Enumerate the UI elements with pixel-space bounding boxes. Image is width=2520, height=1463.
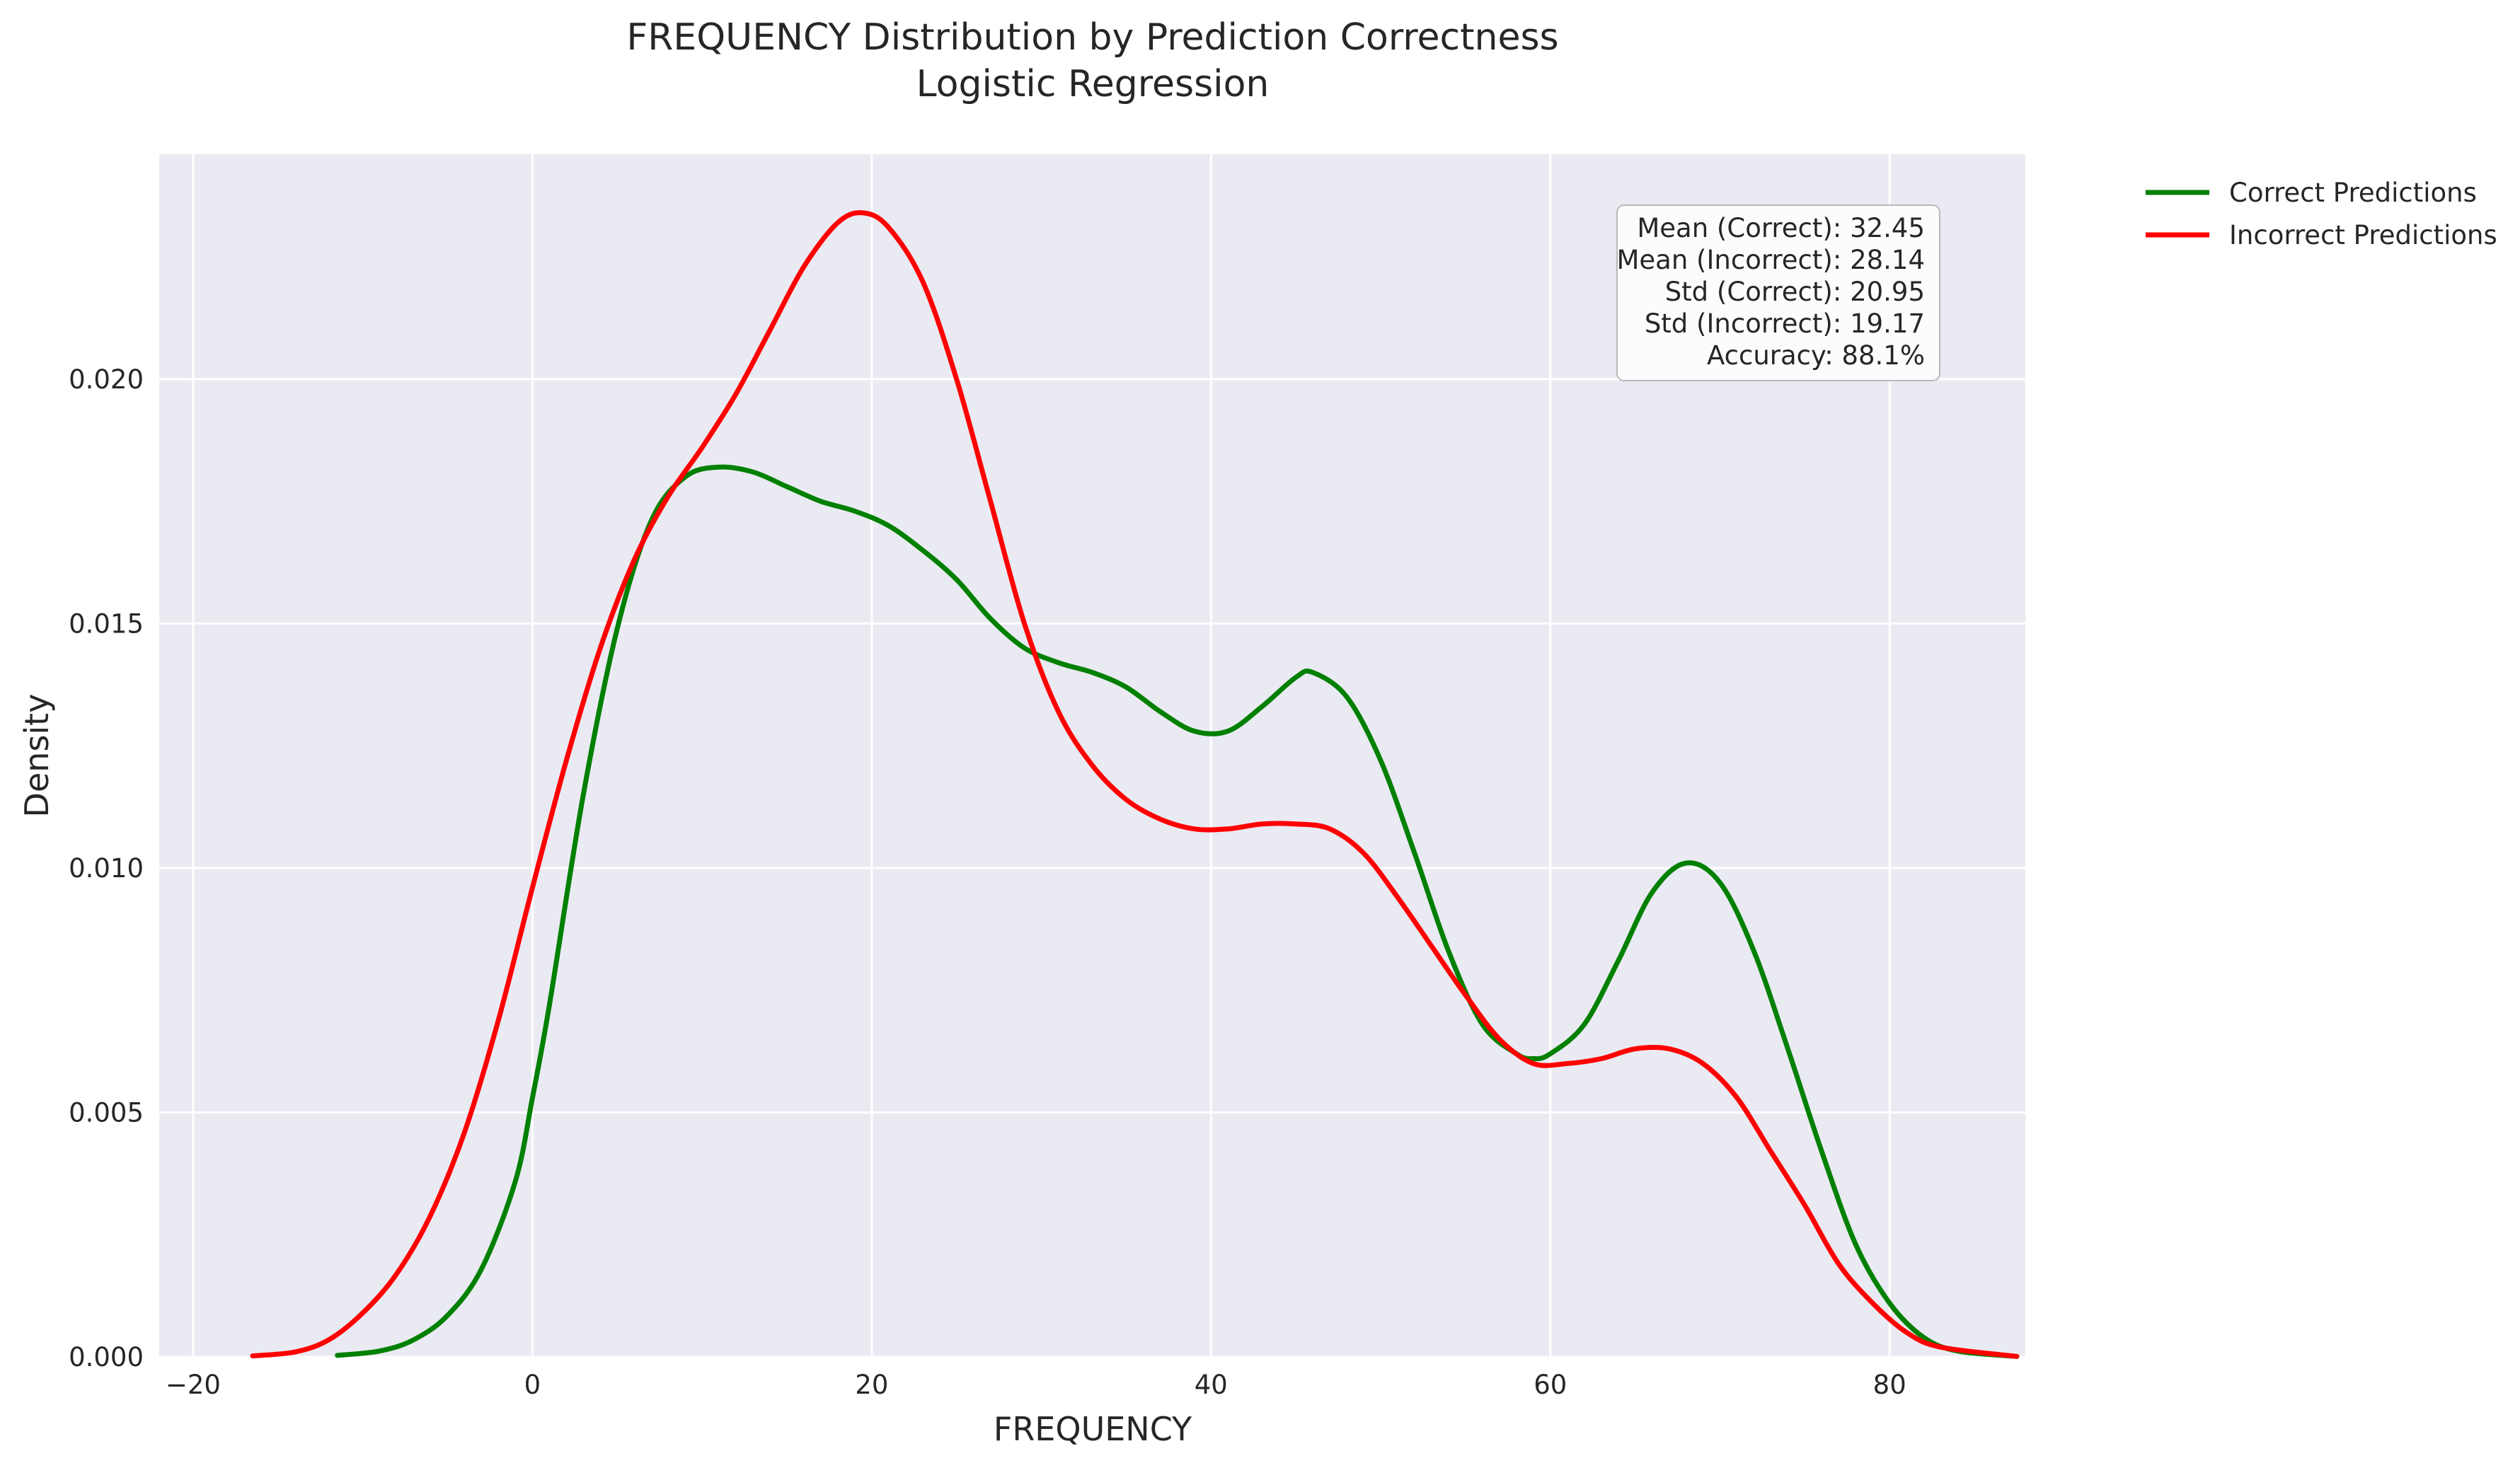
y-tick-label: 0.015	[69, 608, 144, 639]
series-lines	[250, 210, 2020, 1359]
x-tick-label: −20	[166, 1370, 221, 1400]
stats-line: Mean (Incorrect): 28.14	[1616, 245, 1925, 275]
y-axis-label: Density	[18, 694, 56, 818]
chart-title: FREQUENCY Distribution by Prediction Cor…	[626, 16, 1558, 59]
x-axis-label: FREQUENCY	[994, 1410, 1192, 1448]
x-tick-labels: −20 0 20 40 60 80	[166, 1370, 1906, 1400]
series-line-incorrect	[250, 210, 2020, 1359]
x-tick-label: 80	[1873, 1370, 1906, 1400]
y-tick-labels: 0.000 0.005 0.010 0.015 0.020	[69, 364, 144, 1372]
chart-subtitle: Logistic Regression	[916, 63, 1270, 105]
y-tick-label: 0.020	[69, 364, 144, 395]
y-tick-label: 0.000	[69, 1342, 144, 1372]
stats-line: Std (Correct): 20.95	[1665, 277, 1925, 307]
series-line-correct	[335, 464, 2020, 1359]
legend-label: Correct Predictions	[2229, 178, 2477, 208]
legend-label: Incorrect Predictions	[2229, 220, 2497, 250]
x-tick-label: 40	[1195, 1370, 1228, 1400]
x-tick-label: 20	[855, 1370, 888, 1400]
stats-line: Accuracy: 88.1%	[1707, 340, 1925, 371]
stats-line: Std (Incorrect): 19.17	[1645, 308, 1925, 339]
x-tick-label: 0	[524, 1370, 541, 1400]
stats-box-frame	[1616, 204, 1940, 381]
legend: Correct Predictions Incorrect Predictions	[2146, 178, 2497, 250]
y-tick-label: 0.010	[69, 853, 144, 884]
x-tick-label: 60	[1534, 1370, 1567, 1400]
y-tick-label: 0.005	[69, 1097, 144, 1128]
stats-line: Mean (Correct): 32.45	[1637, 213, 1925, 243]
